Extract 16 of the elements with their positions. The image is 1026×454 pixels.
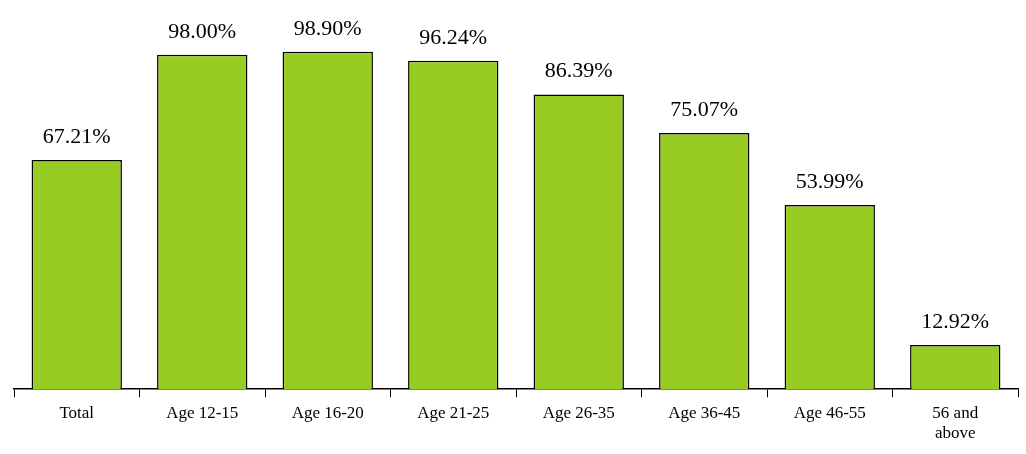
data-label: 12.92% — [921, 307, 990, 333]
x-tick-label: Age 36-45 — [668, 402, 741, 422]
x-tick-label: Age 46-55 — [793, 402, 866, 422]
data-label: 86.39% — [544, 57, 613, 83]
x-tick-label: Age 26-35 — [542, 402, 615, 422]
data-label: 96.24% — [419, 23, 488, 49]
data-label: 98.00% — [168, 17, 237, 43]
x-tick-label: 56 and above — [932, 402, 979, 443]
x-tick-label: Age 16-20 — [291, 402, 364, 422]
x-tick-label: Age 21-25 — [417, 402, 490, 422]
x-tick-label: Age 12-15 — [166, 402, 239, 422]
data-label: 98.90% — [293, 14, 362, 40]
data-label: 67.21% — [42, 122, 111, 148]
data-label: 53.99% — [795, 167, 864, 193]
data-label: 75.07% — [670, 95, 739, 121]
x-tick-label: Total — [59, 402, 95, 422]
